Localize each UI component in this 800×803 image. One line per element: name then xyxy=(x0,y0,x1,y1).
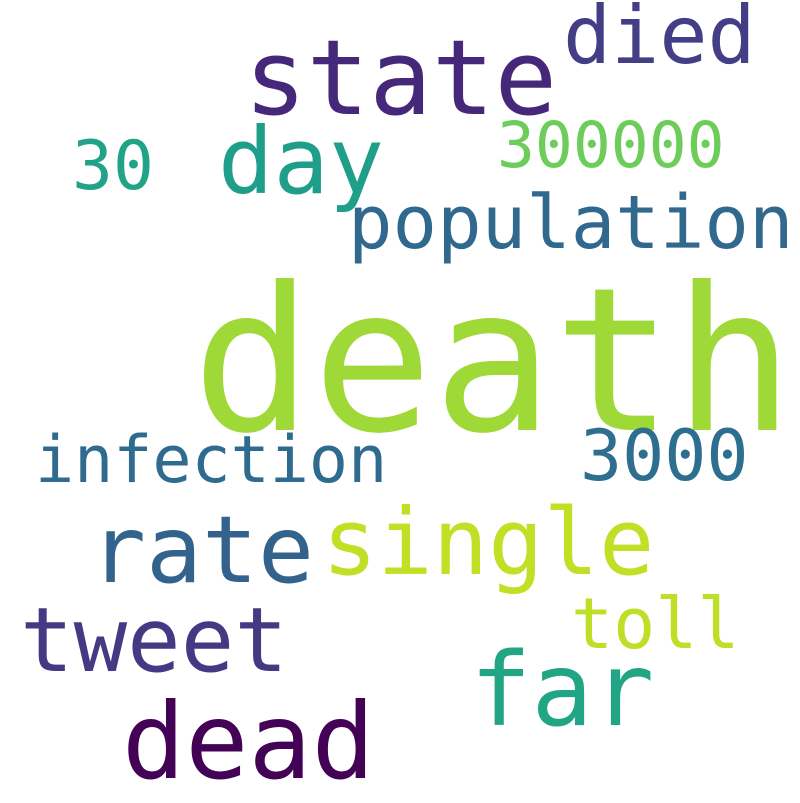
word-toll: toll xyxy=(571,583,740,665)
word-30: 30 xyxy=(72,127,154,206)
word-tweet: tweet xyxy=(20,588,288,692)
word-state: state xyxy=(244,17,558,139)
word-death: death xyxy=(192,245,795,478)
word-single: single xyxy=(322,489,655,596)
word-far: far xyxy=(470,631,655,750)
word-population: population xyxy=(348,180,794,266)
word-dead: dead xyxy=(122,681,375,803)
word-300000: 300000 xyxy=(497,109,725,182)
word-died: died xyxy=(563,0,756,82)
word-rate: rate xyxy=(90,496,314,604)
word-day: day xyxy=(218,108,385,215)
word-3000: 3000 xyxy=(580,415,749,497)
word-infection: infection xyxy=(35,423,388,498)
